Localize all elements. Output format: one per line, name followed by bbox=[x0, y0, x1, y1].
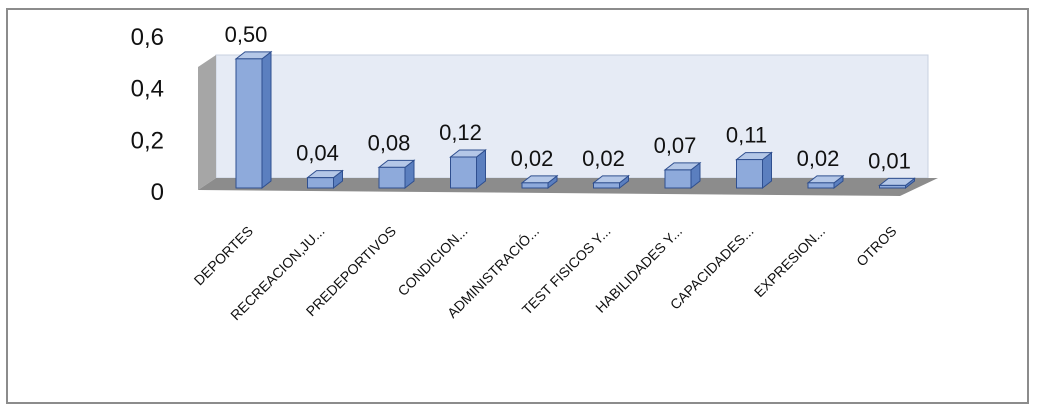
side-wall bbox=[198, 55, 216, 190]
category-label: DEPORTES bbox=[191, 223, 257, 289]
bar bbox=[520, 174, 559, 190]
bar bbox=[377, 159, 416, 190]
bar-side bbox=[261, 50, 272, 190]
bar-front bbox=[521, 182, 549, 189]
bar bbox=[592, 174, 630, 190]
category-labels: DEPORTESRECREACION,JU...PREDEPORTIVOSCON… bbox=[191, 223, 900, 323]
bar bbox=[234, 50, 273, 190]
value-label: 0,50 bbox=[225, 22, 268, 47]
value-label: 0,08 bbox=[368, 130, 411, 155]
value-label: 0,01 bbox=[868, 148, 911, 173]
value-label: 0,12 bbox=[439, 120, 482, 145]
y-tick-label: 0,4 bbox=[131, 76, 164, 103]
bar-front bbox=[736, 159, 763, 189]
category-label: OTROS bbox=[853, 223, 900, 270]
bar bbox=[663, 161, 702, 190]
bar-front bbox=[450, 156, 477, 189]
bar bbox=[735, 151, 773, 190]
category-label: CONDICION... bbox=[394, 223, 470, 299]
bar-front bbox=[378, 166, 406, 189]
bar bbox=[449, 148, 487, 190]
chart-walls bbox=[198, 54, 938, 196]
value-label: 0,04 bbox=[296, 141, 339, 166]
value-label: 0,11 bbox=[726, 123, 767, 148]
value-label: 0,02 bbox=[797, 146, 840, 171]
bar bbox=[878, 177, 916, 190]
bar-front bbox=[593, 182, 620, 189]
bar bbox=[306, 169, 344, 190]
y-axis-ticks: 0 0,2 0,4 0,6 bbox=[131, 24, 164, 206]
y-tick-label: 0,2 bbox=[131, 127, 164, 154]
bar-front bbox=[807, 182, 835, 189]
bar bbox=[806, 174, 845, 190]
category-label: EXPRESION... bbox=[751, 223, 828, 300]
bar-front bbox=[664, 169, 692, 189]
value-label: 0,02 bbox=[582, 146, 625, 171]
y-tick-label: 0,6 bbox=[131, 24, 164, 51]
bar-front bbox=[879, 184, 906, 189]
bars bbox=[234, 50, 916, 190]
value-label: 0,07 bbox=[654, 133, 697, 158]
value-label: 0,02 bbox=[511, 146, 554, 171]
bar-front bbox=[235, 58, 263, 189]
value-labels: 0,50 0,04 0,08 0,12 0,02 0,02 0,07 0,11 0,02 0,01 bbox=[225, 22, 911, 174]
y-tick-label: 0 bbox=[151, 179, 164, 206]
bar-front bbox=[307, 177, 334, 189]
